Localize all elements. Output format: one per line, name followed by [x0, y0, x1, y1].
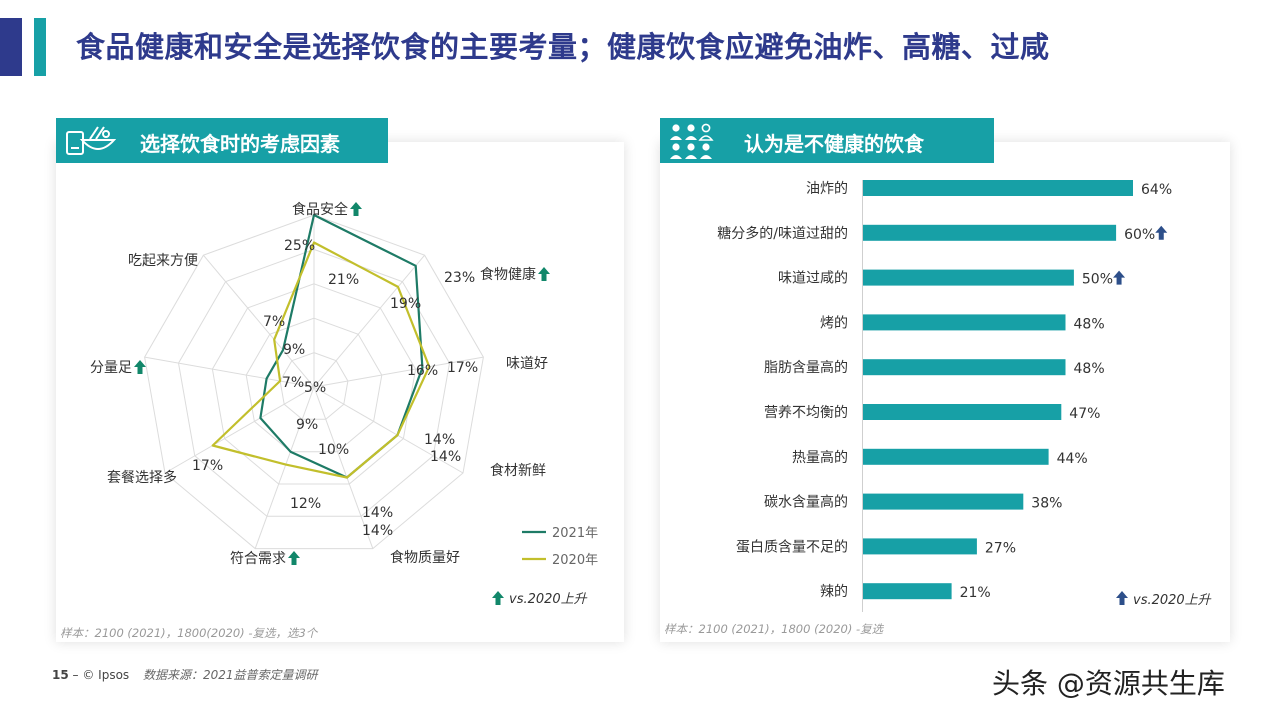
right-panel-header: 认为是不健康的饮食 [660, 118, 994, 163]
food-bowl-icon [66, 126, 116, 155]
right-sample-note: 样本：2100 (2021)，1800 (2020) -复选 [664, 622, 884, 636]
data-source: 数据来源：2021益普索定量调研 [143, 668, 318, 682]
footer: 15 – © Ipsos 数据来源：2021益普索定量调研 [52, 666, 318, 683]
title-accent-bar [0, 18, 22, 76]
left-panel-header: 选择饮食时的考虑因素 [56, 118, 388, 163]
title-accent-bar-secondary [34, 18, 46, 76]
right-panel [660, 142, 1230, 642]
footer-dash: – [72, 668, 79, 682]
watermark: 头条 @资源共生库 [992, 667, 1225, 700]
page-title: 食品健康和安全是选择饮食的主要考量；健康饮食应避免油炸、高糖、过咸 [76, 30, 1050, 64]
page-number: 15 [52, 668, 69, 682]
brand: © Ipsos [82, 668, 130, 682]
people-group-icon [670, 123, 714, 159]
left-panel-title: 选择饮食时的考虑因素 [140, 132, 340, 156]
left-panel [56, 142, 624, 642]
left-sample-note: 样本：2100 (2021)，1800(2020) -复选，选3个 [60, 626, 318, 640]
right-panel-title: 认为是不健康的饮食 [744, 132, 924, 156]
